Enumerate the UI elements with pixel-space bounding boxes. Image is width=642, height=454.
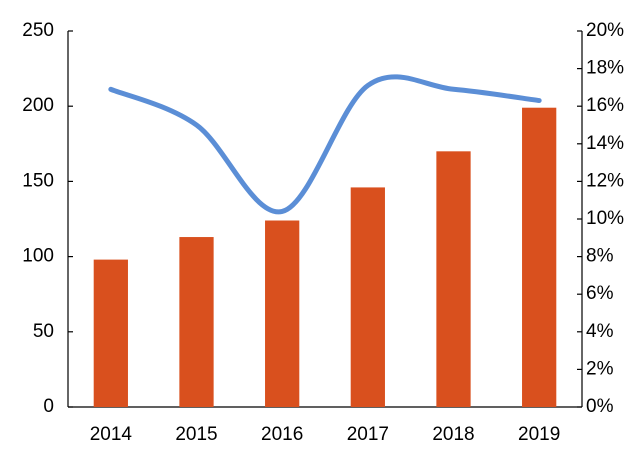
y2-tick-label: 4%	[586, 321, 614, 342]
x-tick-label: 2015	[175, 424, 217, 445]
y-tick-label: 150	[22, 170, 54, 191]
x-tick-label: 2014	[90, 424, 133, 445]
y-tick-label: 0	[43, 396, 54, 417]
y2-tick-label: 0%	[586, 396, 614, 417]
bar	[93, 259, 128, 407]
y2-tick-label: 10%	[586, 208, 624, 229]
y2-tick-label: 14%	[586, 133, 624, 154]
bar	[265, 220, 300, 407]
bar	[350, 187, 385, 407]
x-tick-label: 2017	[347, 424, 389, 445]
y2-tick-label: 12%	[586, 170, 624, 191]
bar	[436, 151, 471, 407]
y2-tick-label: 18%	[586, 58, 624, 79]
x-tick-label: 2016	[261, 424, 303, 445]
y-tick-label: 100	[22, 246, 54, 267]
bar	[522, 107, 557, 407]
y2-tick-label: 2%	[586, 358, 614, 379]
x-tick-label: 2018	[432, 424, 474, 445]
y2-tick-label: 16%	[586, 95, 624, 116]
y2-tick-label: 8%	[586, 246, 614, 267]
y-tick-label: 50	[33, 321, 54, 342]
y-tick-label: 200	[22, 95, 54, 116]
y2-tick-label: 6%	[586, 283, 614, 304]
bar	[179, 237, 214, 407]
y-tick-label: 250	[22, 20, 54, 41]
y2-tick-label: 20%	[586, 20, 624, 41]
line	[108, 74, 542, 215]
x-tick-label: 2019	[518, 424, 560, 445]
